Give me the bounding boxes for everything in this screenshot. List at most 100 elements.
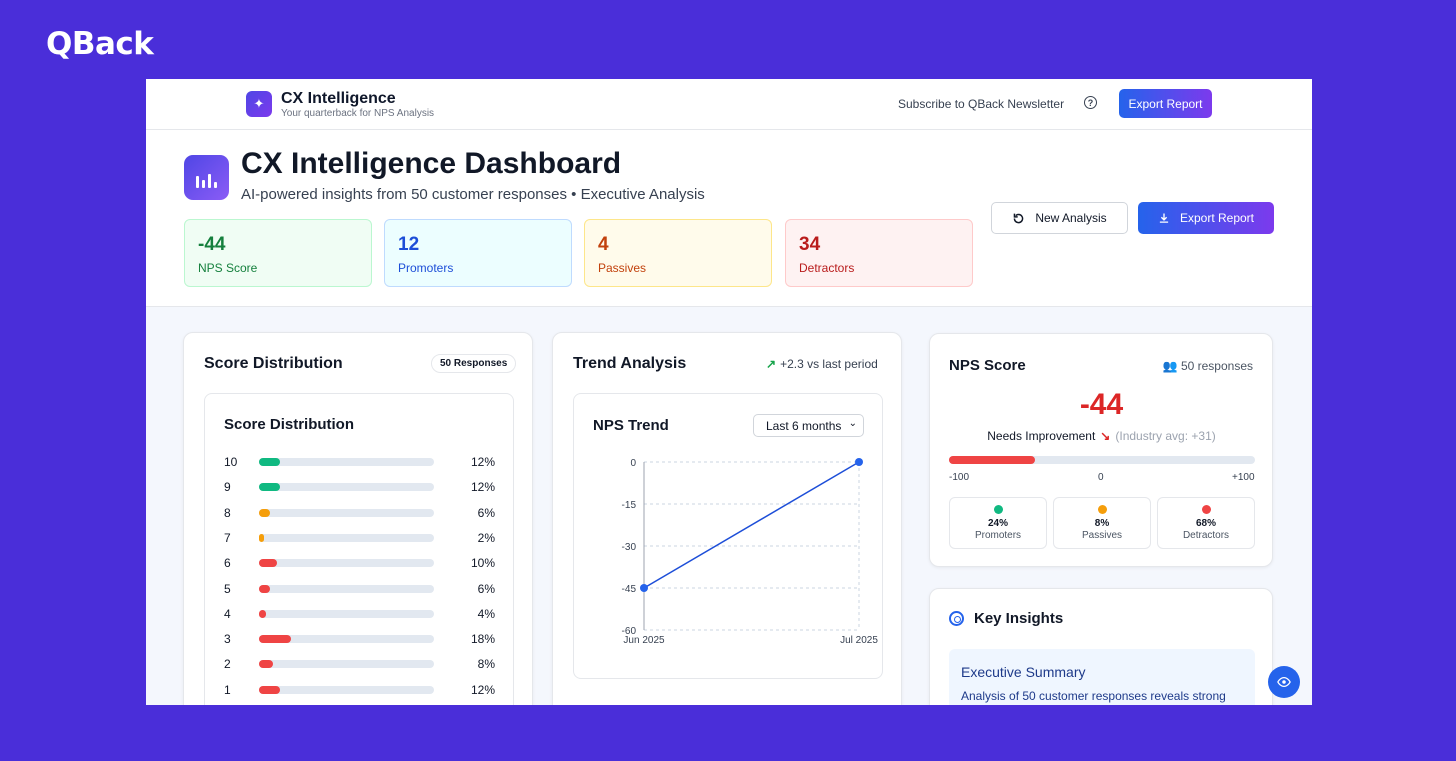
gauge-max-label: +100 xyxy=(1232,472,1255,483)
score-percent: 6% xyxy=(477,505,495,520)
score-percent: 8% xyxy=(477,657,495,672)
executive-summary-title: Executive Summary xyxy=(961,664,1086,680)
score-label: 5 xyxy=(224,581,231,596)
gauge-mid-label: 0 xyxy=(1098,472,1104,483)
score-label: 4 xyxy=(224,606,231,621)
panel-title: NPS Trend xyxy=(593,417,669,434)
score-label: 8 xyxy=(224,505,231,520)
chevron-down-icon: ⌄ xyxy=(848,418,857,429)
users-icon: 👥 xyxy=(1162,359,1178,373)
score-label: 9 xyxy=(224,480,231,495)
y-tick-label: 0 xyxy=(630,458,636,469)
score-bar-fill xyxy=(259,533,264,542)
brand-logo: QBack xyxy=(46,26,154,62)
nps-status-label: Needs Improvement xyxy=(987,429,1096,443)
view-button[interactable] xyxy=(1268,666,1300,698)
score-label: 7 xyxy=(224,530,231,545)
stat-label: Promoters xyxy=(398,261,454,275)
target-icon xyxy=(949,611,964,626)
distribution-row: 1 12% xyxy=(224,683,495,697)
stat-value: 4 xyxy=(598,234,609,255)
score-bar-track xyxy=(259,533,434,542)
score-bar-track xyxy=(259,609,434,618)
gauge-min-label: -100 xyxy=(949,472,970,483)
score-label: 10 xyxy=(224,455,238,469)
promoters-breakdown: 24% Promoters xyxy=(949,497,1047,549)
range-select[interactable]: Last 6 months ⌄ xyxy=(753,414,864,437)
distribution-row: 6 10% xyxy=(224,556,495,570)
refresh-icon xyxy=(1014,213,1024,223)
score-bar-fill xyxy=(259,609,267,618)
stat-card-detractors: 34 Detractors xyxy=(785,219,973,287)
export-report-button[interactable]: Export Report xyxy=(1138,202,1274,234)
stat-label: Passives xyxy=(598,261,647,275)
distribution-row: 5 6% xyxy=(224,582,495,596)
status-dot xyxy=(1201,505,1211,514)
passives-breakdown: 8% Passives xyxy=(1053,497,1151,549)
industry-average: (Industry avg: +31) xyxy=(1115,429,1216,443)
y-tick-label: -45 xyxy=(622,584,637,595)
score-label: 3 xyxy=(224,632,231,647)
y-tick-label: -30 xyxy=(622,542,637,553)
breakdown-percent: 8% xyxy=(1094,518,1110,529)
score-bar-track xyxy=(259,635,434,644)
card-title: Score Distribution xyxy=(204,355,343,372)
breakdown-percent: 68% xyxy=(1195,518,1216,529)
breakdown-label: Passives xyxy=(1081,530,1122,541)
distribution-row: 2 8% xyxy=(224,657,495,671)
score-bar-fill xyxy=(259,458,281,466)
nps-score-value: -44 xyxy=(1079,388,1124,421)
score-bar-track xyxy=(259,685,434,694)
data-point xyxy=(640,584,648,592)
new-analysis-button[interactable]: New Analysis xyxy=(991,202,1128,234)
card-title: Trend Analysis xyxy=(573,355,687,372)
score-bar-fill xyxy=(259,559,277,568)
score-bar-fill xyxy=(259,508,270,517)
score-bar-fill xyxy=(259,483,281,492)
sparkle-icon: ✦ xyxy=(246,91,272,117)
score-percent: 18% xyxy=(470,632,495,647)
y-tick-label: -15 xyxy=(622,500,637,511)
help-icon[interactable]: ? xyxy=(1084,96,1097,109)
distribution-row: 4 4% xyxy=(224,607,495,621)
stat-value: -44 xyxy=(198,234,226,255)
trending-up-icon: ↗ xyxy=(766,357,777,371)
score-bar-fill xyxy=(259,584,270,593)
score-percent: 2% xyxy=(477,530,495,545)
nps-gauge-fill xyxy=(949,456,1035,464)
trending-down-icon: ↘ xyxy=(1100,429,1111,443)
subscribe-link[interactable]: Subscribe to QBack Newsletter xyxy=(898,97,1065,111)
card-title: Key Insights xyxy=(974,610,1064,627)
range-select-value: Last 6 months xyxy=(766,419,842,433)
score-label: 1 xyxy=(224,682,231,697)
stat-label: NPS Score xyxy=(198,261,258,275)
score-bar-track xyxy=(259,483,434,492)
distribution-panel: Score Distribution 10 12% 9 12% 8 6% 7 2% 6 10% 5 6… xyxy=(204,393,514,705)
responses-count: 👥 50 responses xyxy=(1163,359,1253,373)
distribution-row: 8 6% xyxy=(224,506,495,520)
stat-value: 34 xyxy=(799,234,821,255)
panel-title: Score Distribution xyxy=(224,416,355,433)
trend-delta-text: +2.3 vs last period xyxy=(780,357,878,371)
trend-delta: ↗ +2.3 vs last period xyxy=(766,357,878,371)
score-percent: 12% xyxy=(470,480,495,495)
eye-icon xyxy=(1277,676,1291,688)
stat-value: 12 xyxy=(398,234,420,255)
trend-panel: NPS Trend Last 6 months ⌄ 0 -15 -30 -45 -60 J… xyxy=(573,393,883,679)
score-label: 6 xyxy=(224,556,231,571)
stat-label: Detractors xyxy=(799,261,855,275)
score-distribution-card: Score Distribution 50 Responses Score Di… xyxy=(183,332,533,705)
app-subtitle: Your quarterback for NPS Analysis xyxy=(281,108,435,119)
page-title: CX Intelligence Dashboard xyxy=(241,147,622,180)
score-percent: 12% xyxy=(470,682,495,697)
score-percent: 6% xyxy=(477,581,495,596)
distribution-row: 10 12% xyxy=(224,455,495,469)
stat-card-nps: -44 NPS Score xyxy=(184,219,372,287)
score-percent: 10% xyxy=(470,556,495,571)
score-label: 2 xyxy=(224,657,231,672)
nav-export-button[interactable]: Export Report xyxy=(1119,89,1212,118)
nps-score-card: NPS Score 👥 50 responses -44 Needs Impro… xyxy=(929,333,1273,567)
breakdown-label: Promoters xyxy=(974,530,1022,541)
export-report-label: Export Report xyxy=(1179,211,1255,225)
